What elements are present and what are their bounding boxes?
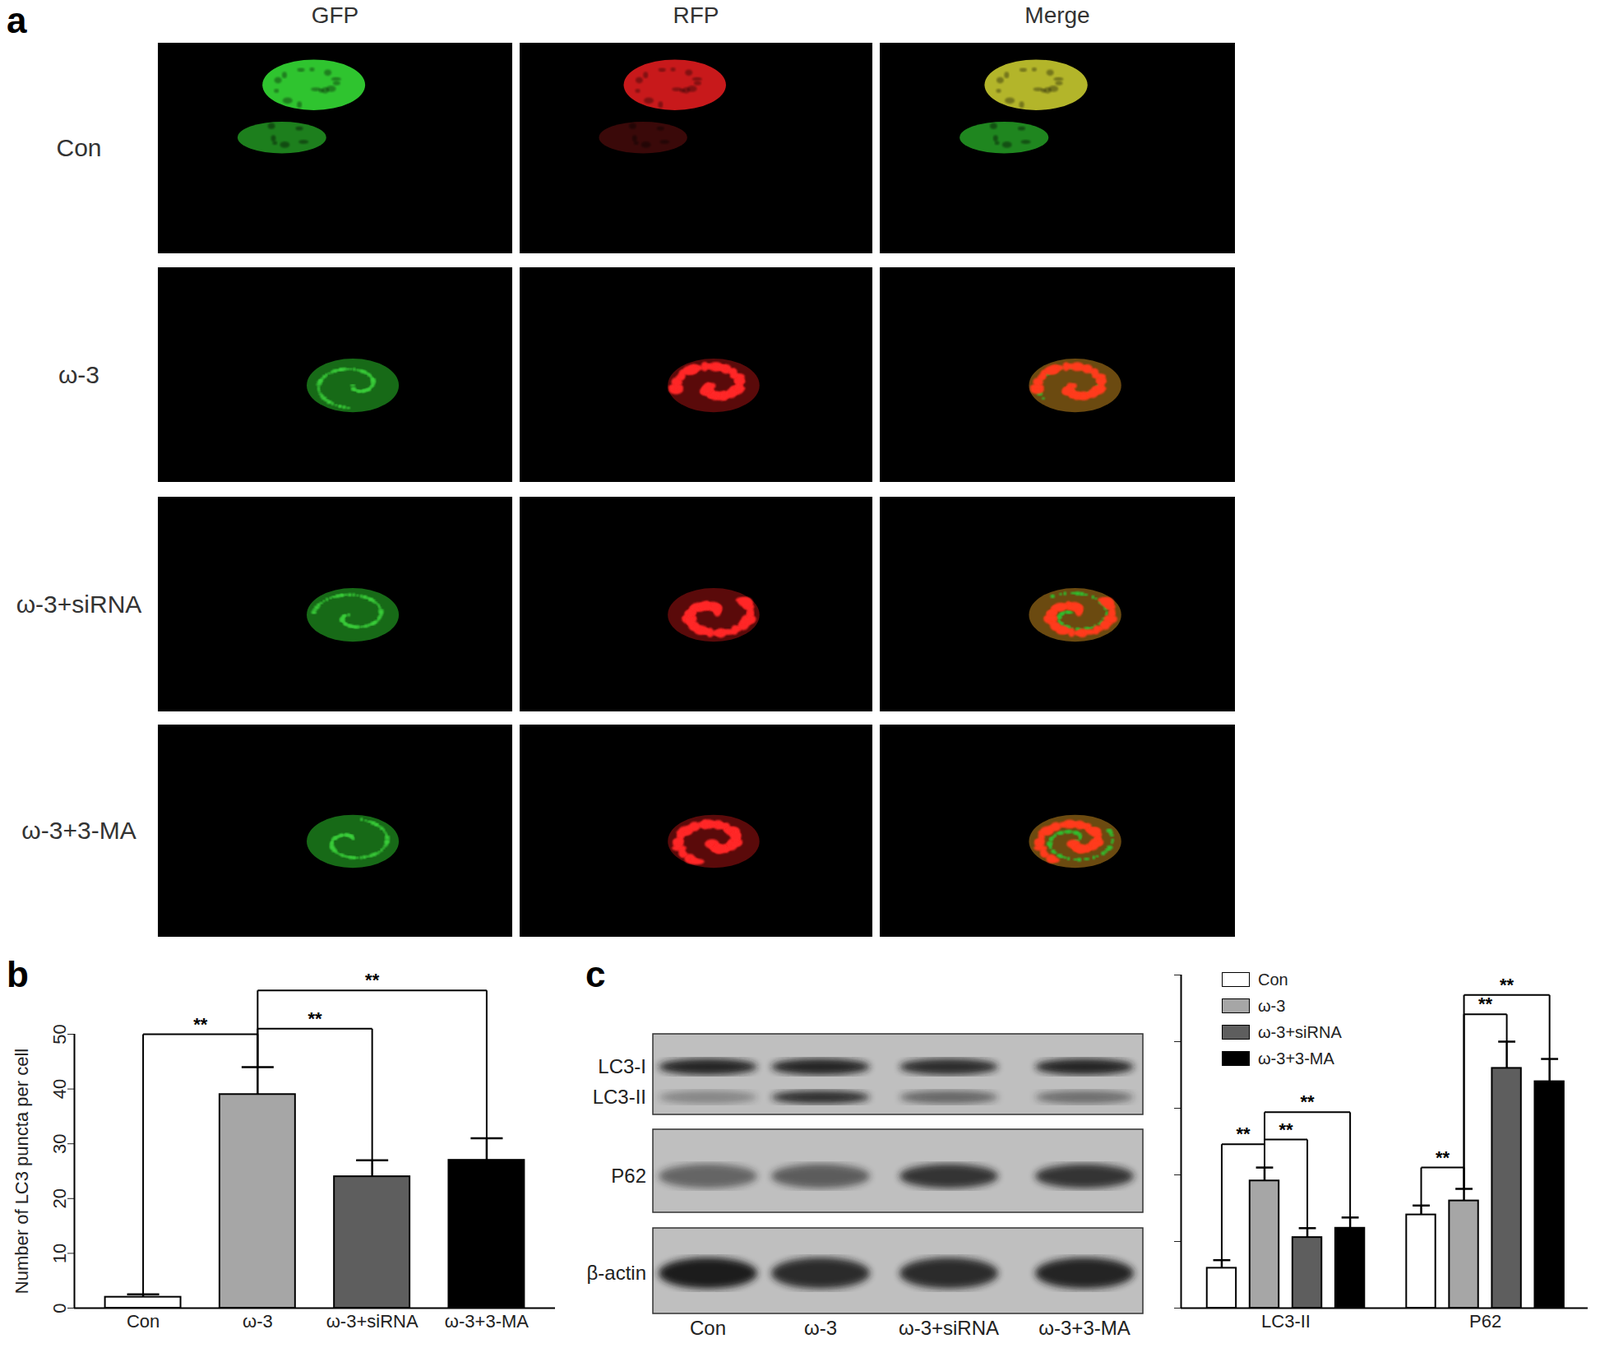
- html-text:ω-3+3-MA: ω-3+3-MA: [1257, 1048, 1335, 1067]
- svg-text:LC3-II: LC3-II: [592, 1085, 647, 1108]
- svg-text:LC3-I: LC3-I: [597, 1054, 647, 1078]
- svg-text:P62: P62: [1469, 1310, 1502, 1332]
- svg-text:Merge: Merge: [1024, 2, 1090, 28]
- svg-text:ω-3+siRNA: ω-3+siRNA: [16, 590, 143, 618]
- svg-text:**: **: [1435, 1146, 1451, 1168]
- svg-text:P62: P62: [610, 1164, 647, 1187]
- svg-text:LC3-II: LC3-II: [1261, 1310, 1311, 1332]
- html-text:a: a: [6, 0, 27, 41]
- svg-text:**: **: [1478, 993, 1494, 1014]
- svg-text:ω-3: ω-3: [242, 1310, 273, 1332]
- svg-text:ω-3+siRNA: ω-3+siRNA: [898, 1316, 999, 1339]
- html-text:b: b: [6, 953, 29, 995]
- svg-text:Con: Con: [689, 1316, 727, 1339]
- svg-text:**: **: [193, 1013, 209, 1035]
- svg-text:30: 30: [49, 1132, 70, 1153]
- svg-text:0: 0: [49, 1302, 70, 1313]
- svg-text:ω-3: ω-3: [804, 1316, 837, 1339]
- svg-text:RFP: RFP: [673, 2, 720, 28]
- svg-text:ω-3+3-MA: ω-3+3-MA: [1038, 1316, 1130, 1339]
- svg-text:**: **: [307, 1008, 323, 1029]
- svg-text:ω-3+siRNA: ω-3+siRNA: [326, 1310, 419, 1332]
- svg-text:Con: Con: [126, 1310, 160, 1332]
- svg-text:**: **: [1235, 1123, 1251, 1144]
- html-text:c: c: [585, 953, 606, 995]
- html-text:ω-3: ω-3: [1257, 996, 1286, 1015]
- svg-text:Con: Con: [55, 134, 102, 162]
- svg-text:ω-3: ω-3: [58, 360, 100, 389]
- svg-text:**: **: [1278, 1119, 1294, 1140]
- html-text:ω-3+siRNA: ω-3+siRNA: [1257, 1022, 1342, 1041]
- svg-text:ω-3+3-MA: ω-3+3-MA: [444, 1310, 529, 1332]
- svg-text:β-actin: β-actin: [587, 1261, 648, 1284]
- svg-text:10: 10: [49, 1243, 70, 1263]
- svg-text:**: **: [1299, 1091, 1315, 1112]
- html-text:Con: Con: [1257, 969, 1289, 988]
- svg-text:GFP: GFP: [311, 2, 360, 28]
- svg-text:**: **: [365, 969, 380, 990]
- svg-text:20: 20: [49, 1188, 70, 1208]
- svg-text:**: **: [1499, 974, 1515, 995]
- svg-text:ω-3+3-MA: ω-3+3-MA: [21, 816, 136, 844]
- svg-text:Number of LC3 puncta per cell: Number of LC3 puncta per cell: [11, 1048, 33, 1294]
- svg-text:40: 40: [49, 1078, 70, 1099]
- svg-text:50: 50: [49, 1023, 70, 1044]
